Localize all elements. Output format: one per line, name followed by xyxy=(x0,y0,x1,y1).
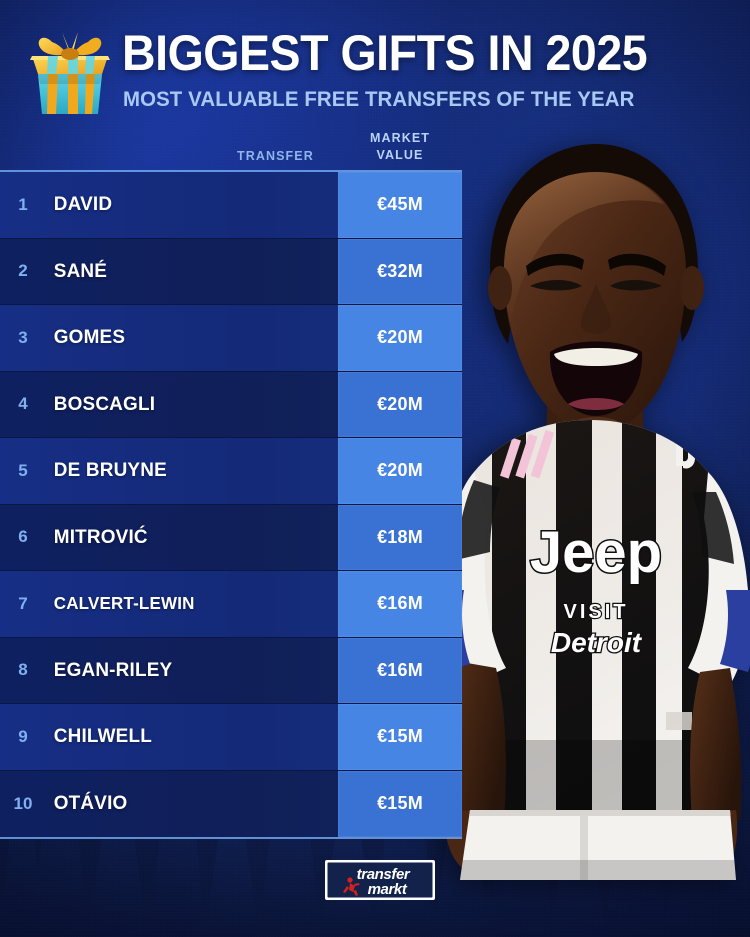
market-value-cell: €20M xyxy=(338,371,462,437)
player-name: CHILWELL xyxy=(53,725,152,748)
player-name: SANÉ xyxy=(53,259,108,282)
table-row[interactable]: 2SANÉFC BAYERNMÜNCHEN€32M xyxy=(0,238,462,305)
rank-number: 1 xyxy=(18,194,28,214)
rank-number: 3 xyxy=(18,327,28,347)
market-value-cell: €18M xyxy=(338,504,462,570)
table-row[interactable]: 4BOSCAGLIPSVBRIGHTON& HOVE€20M xyxy=(0,371,462,438)
market-value-cell: €20M xyxy=(338,305,462,371)
player-name: GOMES xyxy=(53,326,126,349)
rank-number: 5 xyxy=(18,460,28,480)
ranking-table: 1DAVIDLOSC€45M2SANÉFC BAYERNMÜNCHEN€32M3… xyxy=(0,170,462,839)
column-header-transfer: TRANSFER xyxy=(237,149,314,163)
table-row[interactable]: 9CHILWELLCHELSEAFOOTBALL CLUBRCS€15M xyxy=(0,704,462,771)
player-name: DAVID xyxy=(53,193,113,216)
gift-box-icon xyxy=(30,32,110,114)
logo-text-transfer: transfer xyxy=(357,866,411,883)
page-subtitle: MOST VALUABLE FREE TRANSFERS OF THE YEAR xyxy=(123,87,635,111)
market-value-line-1: MARKET xyxy=(369,131,431,145)
table-row[interactable]: 6 MITROVIĆ €18M xyxy=(0,504,462,571)
market-value-cell: €16M xyxy=(338,571,462,637)
rank-number: 10 xyxy=(13,793,33,813)
svg-text:Detroit: Detroit xyxy=(551,627,643,658)
rank-number: 4 xyxy=(18,394,28,414)
market-value-cell: €15M xyxy=(338,704,462,770)
player-name: EGAN-RILEY xyxy=(53,658,173,681)
column-header-market-value: MARKET VALUE xyxy=(340,130,460,164)
player-name: DE BRUYNE xyxy=(53,459,167,482)
market-value-cell: €32M xyxy=(338,238,462,304)
page-title: BIGGEST GIFTS IN 2025 xyxy=(122,25,648,81)
header: BIGGEST GIFTS IN 2025 MOST VALUABLE FREE… xyxy=(0,0,750,130)
market-value-cell: €16M xyxy=(338,637,462,703)
table-row[interactable]: 3GOMESLOSCDROIT AU BUT€20M xyxy=(0,305,462,372)
svg-text:VISIT: VISIT xyxy=(563,601,628,623)
rank-number: 9 xyxy=(18,726,28,746)
rank-number: 7 xyxy=(18,593,28,613)
market-value-line-2: VALUE xyxy=(376,148,424,162)
logo-text-markt: markt xyxy=(368,881,408,898)
rank-number: 2 xyxy=(18,261,28,281)
table-row[interactable]: 1DAVIDLOSC€45M xyxy=(0,172,462,239)
market-value-cell: €15M xyxy=(338,770,462,837)
svg-text:Jeep: Jeep xyxy=(530,520,662,585)
table-row[interactable]: 5DE BRUYNEMANCHESTERCITYN€20M xyxy=(0,438,462,505)
table-row[interactable]: 10OTÁVIOAL NASSRSINCE 1955€15M xyxy=(0,770,462,837)
player-name: BOSCAGLI xyxy=(53,392,156,415)
market-value-cell: €20M xyxy=(338,438,462,504)
rank-number: 8 xyxy=(18,660,28,680)
player-photo-jonathan-david: Jeep VISIT Detroit xyxy=(434,144,750,880)
logo-runner-icon xyxy=(343,877,360,896)
transfermarkt-logo[interactable]: transfer markt xyxy=(325,860,435,900)
market-value-cell: €45M xyxy=(338,172,462,238)
player-name: OTÁVIO xyxy=(53,792,128,815)
rank-number: 6 xyxy=(18,527,28,547)
player-name: CALVERT-LEWIN xyxy=(53,593,195,614)
player-name: MITROVIĆ xyxy=(53,525,148,548)
